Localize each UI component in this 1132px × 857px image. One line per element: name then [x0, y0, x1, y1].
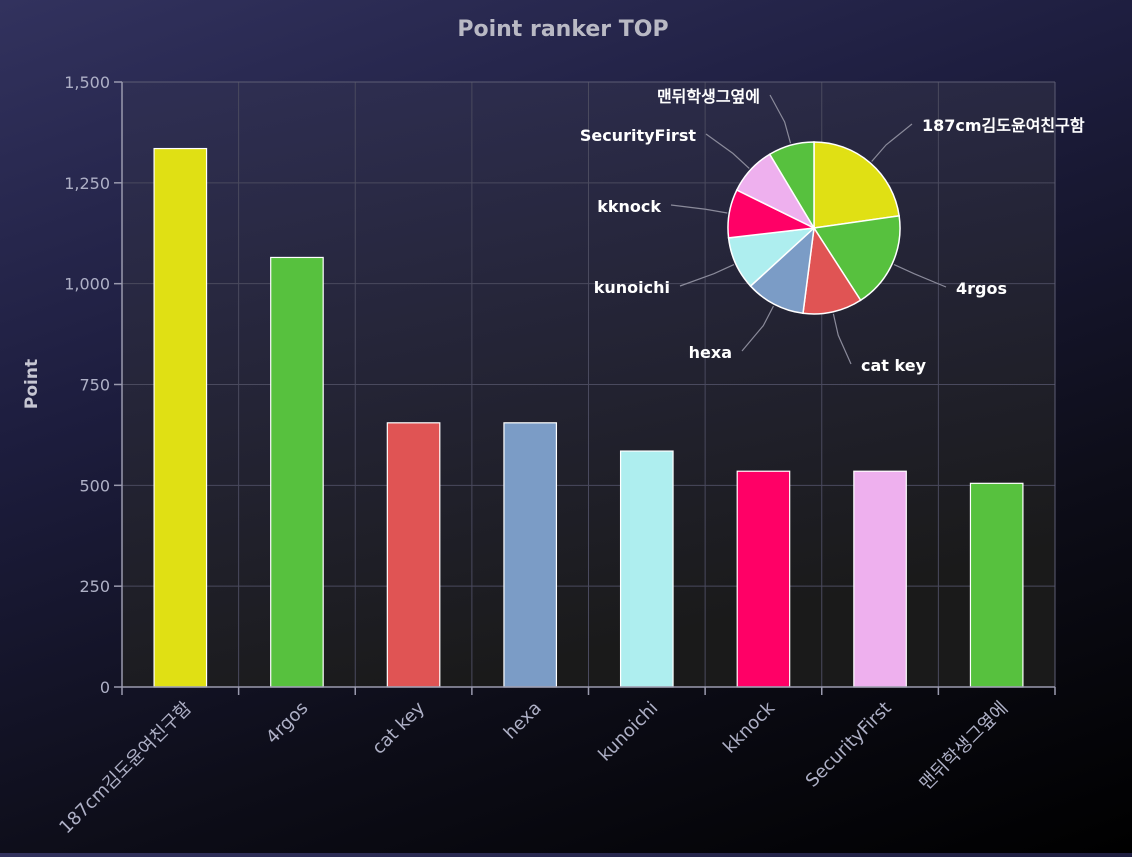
pie-label: kknock — [597, 197, 661, 216]
pie-leader-line — [670, 204, 728, 214]
y-tick-label: 1,500 — [64, 73, 110, 92]
x-tick-label: 4rgos — [262, 698, 312, 748]
y-tick-label: 1,250 — [64, 174, 110, 193]
bar[interactable] — [153, 147, 208, 688]
bar[interactable] — [619, 450, 674, 688]
y-axis-label: Point — [22, 359, 42, 409]
y-tick-label: 0 — [100, 678, 110, 697]
x-tick-label: SecurityFirst — [802, 698, 896, 792]
pie-label: SecurityFirst — [580, 126, 697, 145]
pie-label: 4rgos — [956, 279, 1007, 298]
y-tick-label: 250 — [79, 577, 110, 596]
pie-leader-line — [679, 263, 735, 287]
bar[interactable] — [969, 482, 1024, 688]
bars — [153, 147, 1024, 688]
pie-label: kunoichi — [594, 278, 670, 297]
pie-label: 187cm김도윤여친구함 — [922, 116, 1085, 135]
pie-slice[interactable] — [813, 141, 900, 229]
chart-title: Point ranker TOP — [457, 17, 668, 42]
bar[interactable] — [736, 470, 791, 688]
pie-leader-line — [832, 313, 852, 365]
x-tick-label: hexa — [500, 698, 546, 744]
pie-label: hexa — [689, 343, 732, 362]
pie-leader-line — [893, 263, 947, 288]
pie-leader-line — [871, 123, 913, 162]
bar[interactable] — [853, 470, 907, 688]
x-tick-label: cat key — [368, 697, 429, 758]
pie-label: cat key — [861, 356, 927, 375]
bar[interactable] — [270, 256, 324, 688]
axes — [114, 81, 1056, 695]
pie-leader-line — [705, 133, 750, 169]
x-tick-label: 187cm김도윤여친구함 — [55, 698, 196, 839]
y-tick-label: 750 — [79, 376, 110, 395]
y-tick-label: 1,000 — [64, 275, 110, 294]
pie-slice[interactable] — [768, 141, 815, 231]
pie-leader-line — [769, 94, 792, 144]
x-tick-label: kunoichi — [594, 698, 662, 766]
pie-slice[interactable] — [812, 214, 901, 302]
y-tick-label: 500 — [79, 476, 110, 495]
pie-leader-line — [741, 305, 774, 352]
x-tick-label: 맨뒤학생그옆에 — [915, 698, 1012, 795]
x-tick-label: kknock — [719, 697, 779, 757]
pie-label: 맨뒤학생그옆에 — [657, 87, 760, 106]
bar[interactable] — [503, 422, 558, 688]
pie-inset: 187cm김도윤여친구함 4rgos cat key hexa kunoichi kkno… — [580, 87, 1085, 375]
bar[interactable] — [386, 422, 441, 688]
